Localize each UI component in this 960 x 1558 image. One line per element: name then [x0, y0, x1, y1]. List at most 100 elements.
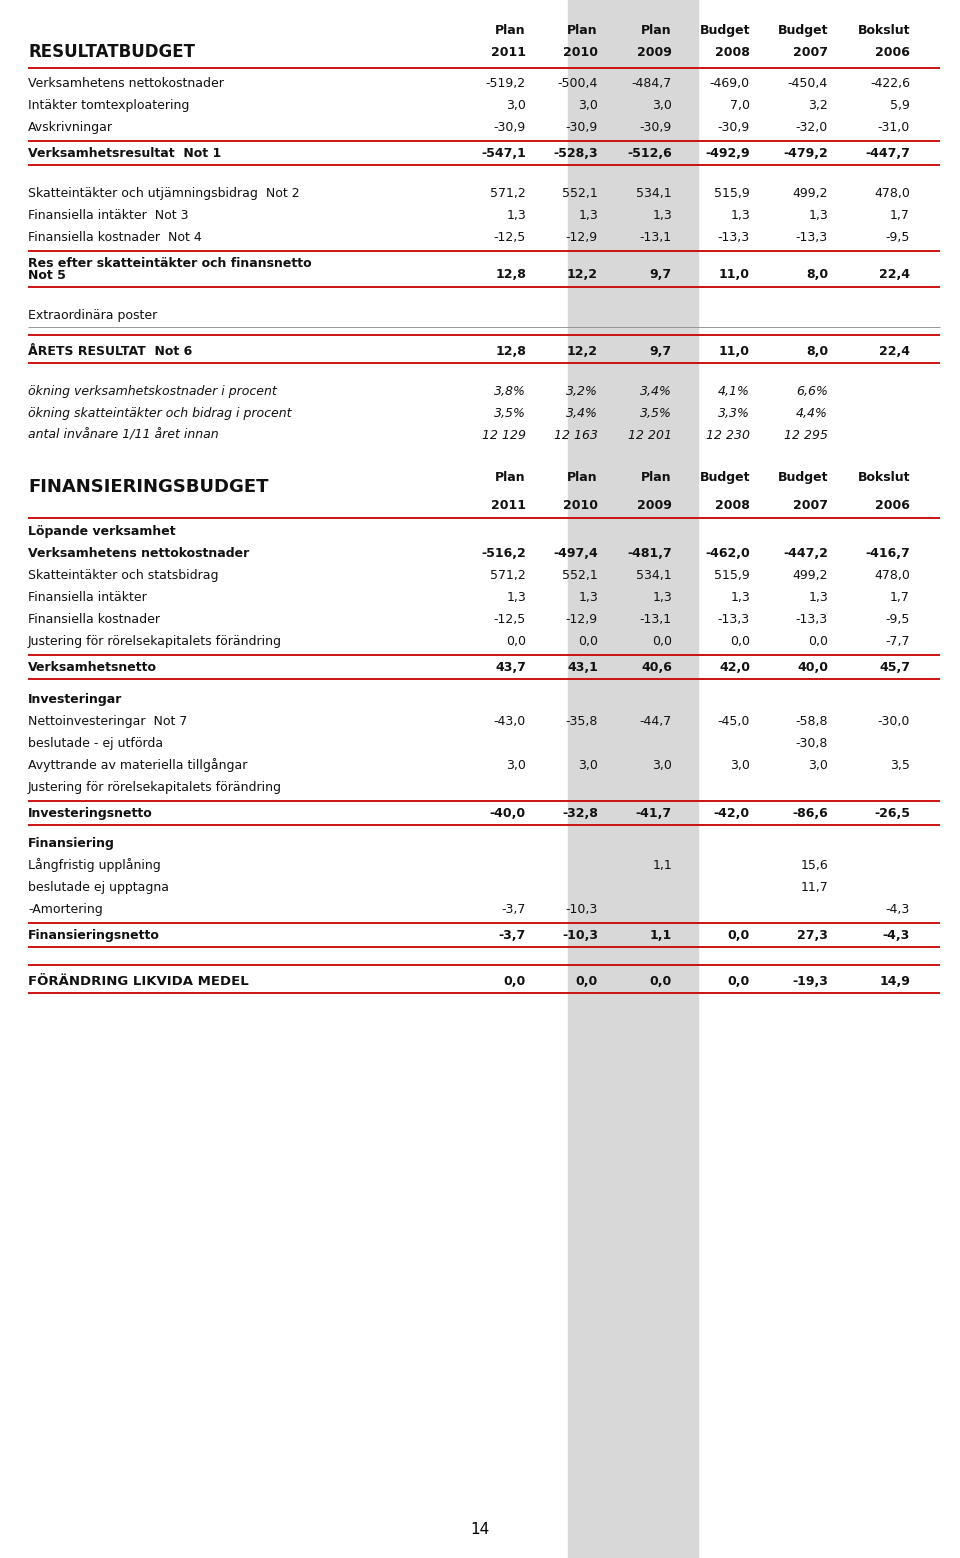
- Text: Plan: Plan: [641, 471, 672, 483]
- Text: -12,9: -12,9: [565, 612, 598, 625]
- Text: -13,1: -13,1: [640, 612, 672, 625]
- Text: 8,0: 8,0: [805, 268, 828, 280]
- Text: 1,3: 1,3: [506, 209, 526, 221]
- Text: -9,5: -9,5: [886, 612, 910, 625]
- Text: -447,2: -447,2: [783, 547, 828, 559]
- Text: -447,7: -447,7: [865, 146, 910, 159]
- Text: Plan: Plan: [567, 471, 598, 483]
- Text: Nettoinvesteringar  Not 7: Nettoinvesteringar Not 7: [28, 715, 187, 728]
- Text: 0,0: 0,0: [504, 974, 526, 988]
- Text: 0,0: 0,0: [576, 974, 598, 988]
- Text: 478,0: 478,0: [875, 187, 910, 199]
- Text: 22,4: 22,4: [879, 268, 910, 280]
- Text: 2009: 2009: [637, 45, 672, 59]
- Text: -13,3: -13,3: [718, 612, 750, 625]
- Text: -4,3: -4,3: [886, 902, 910, 916]
- Text: -58,8: -58,8: [796, 715, 828, 728]
- Text: Finansiella kostnader: Finansiella kostnader: [28, 612, 160, 625]
- Text: Bokslut: Bokslut: [857, 471, 910, 483]
- Text: -30,8: -30,8: [796, 737, 828, 749]
- Text: 1,3: 1,3: [652, 209, 672, 221]
- Text: 12 129: 12 129: [482, 428, 526, 441]
- Text: 12 295: 12 295: [784, 428, 828, 441]
- Text: 3,0: 3,0: [578, 98, 598, 112]
- Text: 40,6: 40,6: [641, 661, 672, 673]
- Text: 14: 14: [470, 1522, 490, 1538]
- Text: 2011: 2011: [491, 45, 526, 59]
- Text: Extraordinära poster: Extraordinära poster: [28, 308, 157, 321]
- Text: Finansiella intäkter  Not 3: Finansiella intäkter Not 3: [28, 209, 188, 221]
- Text: 27,3: 27,3: [797, 929, 828, 941]
- Text: Avyttrande av materiella tillgångar: Avyttrande av materiella tillgångar: [28, 759, 248, 771]
- Text: 3,0: 3,0: [506, 759, 526, 771]
- Text: 6,6%: 6,6%: [796, 385, 828, 397]
- Text: 3,8%: 3,8%: [494, 385, 526, 397]
- Text: Skatteintäkter och utjämningsbidrag  Not 2: Skatteintäkter och utjämningsbidrag Not …: [28, 187, 300, 199]
- Text: -42,0: -42,0: [714, 807, 750, 820]
- Text: 7,0: 7,0: [730, 98, 750, 112]
- Text: -500,4: -500,4: [558, 76, 598, 89]
- Text: 4,4%: 4,4%: [796, 407, 828, 419]
- Text: -12,9: -12,9: [565, 231, 598, 243]
- Text: -9,5: -9,5: [886, 231, 910, 243]
- Text: 552,1: 552,1: [563, 569, 598, 581]
- Text: -10,3: -10,3: [562, 929, 598, 941]
- Text: 499,2: 499,2: [793, 569, 828, 581]
- Text: 515,9: 515,9: [714, 569, 750, 581]
- Text: Finansiella kostnader  Not 4: Finansiella kostnader Not 4: [28, 231, 202, 243]
- Text: 11,0: 11,0: [719, 344, 750, 357]
- Text: -13,3: -13,3: [796, 612, 828, 625]
- Text: -481,7: -481,7: [627, 547, 672, 559]
- Text: Löpande verksamhet: Löpande verksamhet: [28, 525, 176, 538]
- Text: -30,9: -30,9: [718, 120, 750, 134]
- Text: -30,0: -30,0: [877, 715, 910, 728]
- Text: 1,7: 1,7: [890, 209, 910, 221]
- Text: 3,4%: 3,4%: [566, 407, 598, 419]
- Text: 1,3: 1,3: [578, 209, 598, 221]
- Text: -35,8: -35,8: [565, 715, 598, 728]
- Text: 534,1: 534,1: [636, 187, 672, 199]
- Text: 12 201: 12 201: [628, 428, 672, 441]
- Text: 15,6: 15,6: [801, 858, 828, 871]
- Text: RESULTATBUDGET: RESULTATBUDGET: [28, 44, 195, 61]
- Text: -26,5: -26,5: [874, 807, 910, 820]
- Text: 3,5%: 3,5%: [494, 407, 526, 419]
- Text: -13,1: -13,1: [640, 231, 672, 243]
- Text: Justering för rörelsekapitalets förändring: Justering för rörelsekapitalets förändri…: [28, 634, 282, 648]
- Text: -30,9: -30,9: [565, 120, 598, 134]
- Text: -12,5: -12,5: [493, 231, 526, 243]
- Text: 552,1: 552,1: [563, 187, 598, 199]
- Text: 478,0: 478,0: [875, 569, 910, 581]
- Text: Justering för rörelsekapitalets förändring: Justering för rörelsekapitalets förändri…: [28, 781, 282, 793]
- Text: 0,0: 0,0: [728, 929, 750, 941]
- Text: Verksamhetens nettokostnader: Verksamhetens nettokostnader: [28, 547, 250, 559]
- Text: 2009: 2009: [637, 499, 672, 511]
- Text: 3,4%: 3,4%: [640, 385, 672, 397]
- Text: -516,2: -516,2: [481, 547, 526, 559]
- Text: 0,0: 0,0: [728, 974, 750, 988]
- Text: -462,0: -462,0: [706, 547, 750, 559]
- Text: 2008: 2008: [715, 45, 750, 59]
- Text: 571,2: 571,2: [491, 569, 526, 581]
- Text: Intäkter tomtexploatering: Intäkter tomtexploatering: [28, 98, 189, 112]
- Text: -45,0: -45,0: [718, 715, 750, 728]
- Text: Investeringsnetto: Investeringsnetto: [28, 807, 153, 820]
- Text: 0,0: 0,0: [652, 634, 672, 648]
- Text: 14,9: 14,9: [879, 974, 910, 988]
- Text: 3,2: 3,2: [808, 98, 828, 112]
- Text: -41,7: -41,7: [636, 807, 672, 820]
- Text: -422,6: -422,6: [870, 76, 910, 89]
- Text: 3,0: 3,0: [731, 759, 750, 771]
- Text: Verksamhetsresultat  Not 1: Verksamhetsresultat Not 1: [28, 146, 221, 159]
- Text: 3,3%: 3,3%: [718, 407, 750, 419]
- Text: -4,3: -4,3: [883, 929, 910, 941]
- Text: 4,1%: 4,1%: [718, 385, 750, 397]
- Text: 1,3: 1,3: [652, 590, 672, 603]
- Text: 1,3: 1,3: [578, 590, 598, 603]
- Text: -492,9: -492,9: [706, 146, 750, 159]
- Text: -484,7: -484,7: [632, 76, 672, 89]
- Text: FINANSIERINGSBUDGET: FINANSIERINGSBUDGET: [28, 478, 269, 495]
- Text: 1,3: 1,3: [731, 590, 750, 603]
- Text: 1,3: 1,3: [506, 590, 526, 603]
- Text: 3,2%: 3,2%: [566, 385, 598, 397]
